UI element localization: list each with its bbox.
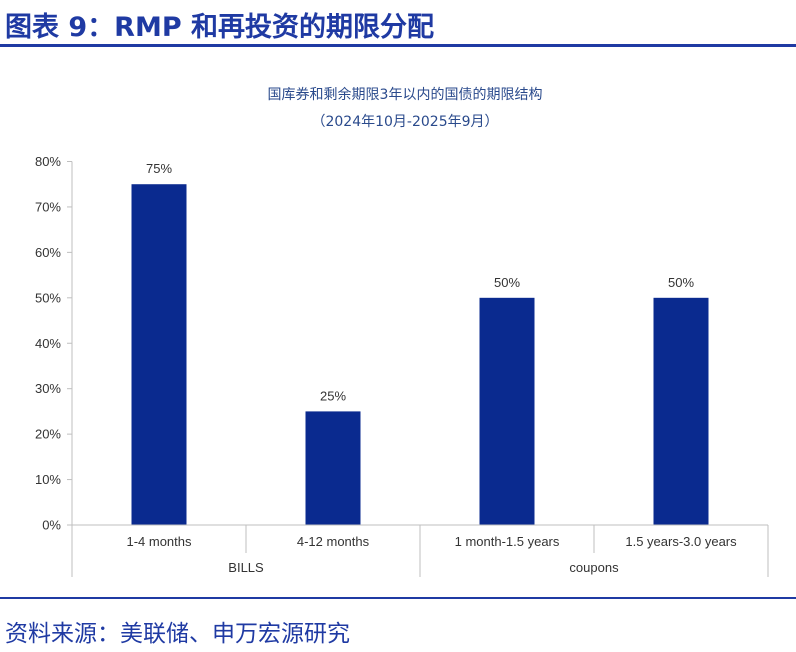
y-tick-label: 0%: [42, 518, 61, 533]
bar-chart: 国库券和剩余期限3年以内的国债的期限结构 （2024年10月-2025年9月） …: [35, 86, 769, 577]
category-label: 1-4 months: [126, 534, 192, 549]
source-note: 资料来源：美联储、申万宏源研究: [5, 621, 350, 647]
chart-title: 国库券和剩余期限3年以内的国债的期限结构: [268, 86, 543, 103]
y-tick-label: 60%: [35, 245, 61, 260]
bar-1: [131, 184, 187, 525]
y-tick-label: 70%: [35, 199, 61, 214]
top-divider: [0, 44, 796, 47]
category-label: 4-12 months: [297, 534, 370, 549]
category-label: 1 month-1.5 years: [455, 534, 560, 549]
data-label: 75%: [146, 161, 172, 176]
bar-2: [305, 411, 361, 525]
bars: 75% 25% 50% 50%: [131, 161, 709, 525]
y-axis: 0% 10% 20% 30% 40% 50% 60% 70% 80%: [35, 154, 73, 533]
group-label: coupons: [569, 560, 619, 575]
y-tick-label: 10%: [35, 472, 61, 487]
group-label: BILLS: [228, 560, 264, 575]
bar-4: [653, 297, 709, 525]
y-tick-label: 40%: [35, 336, 61, 351]
y-tick-label: 50%: [35, 290, 61, 305]
data-label: 50%: [668, 275, 694, 290]
y-tick-label: 30%: [35, 381, 61, 396]
category-label: 1.5 years-3.0 years: [625, 534, 737, 549]
chart-subtitle: （2024年10月-2025年9月）: [311, 114, 498, 130]
bar-3: [479, 297, 535, 525]
figure-title: 图表 9：RMP 和再投资的期限分配: [5, 12, 435, 43]
header: 图表 9：RMP 和再投资的期限分配: [0, 0, 796, 44]
bottom-divider: [0, 597, 796, 599]
y-tick-label: 80%: [35, 154, 61, 169]
y-tick-label: 20%: [35, 427, 61, 442]
data-label: 50%: [494, 275, 520, 290]
x-axis: BILLS coupons 1-4 months 4-12 months 1 month…: [71, 524, 769, 577]
data-label: 25%: [320, 388, 346, 403]
